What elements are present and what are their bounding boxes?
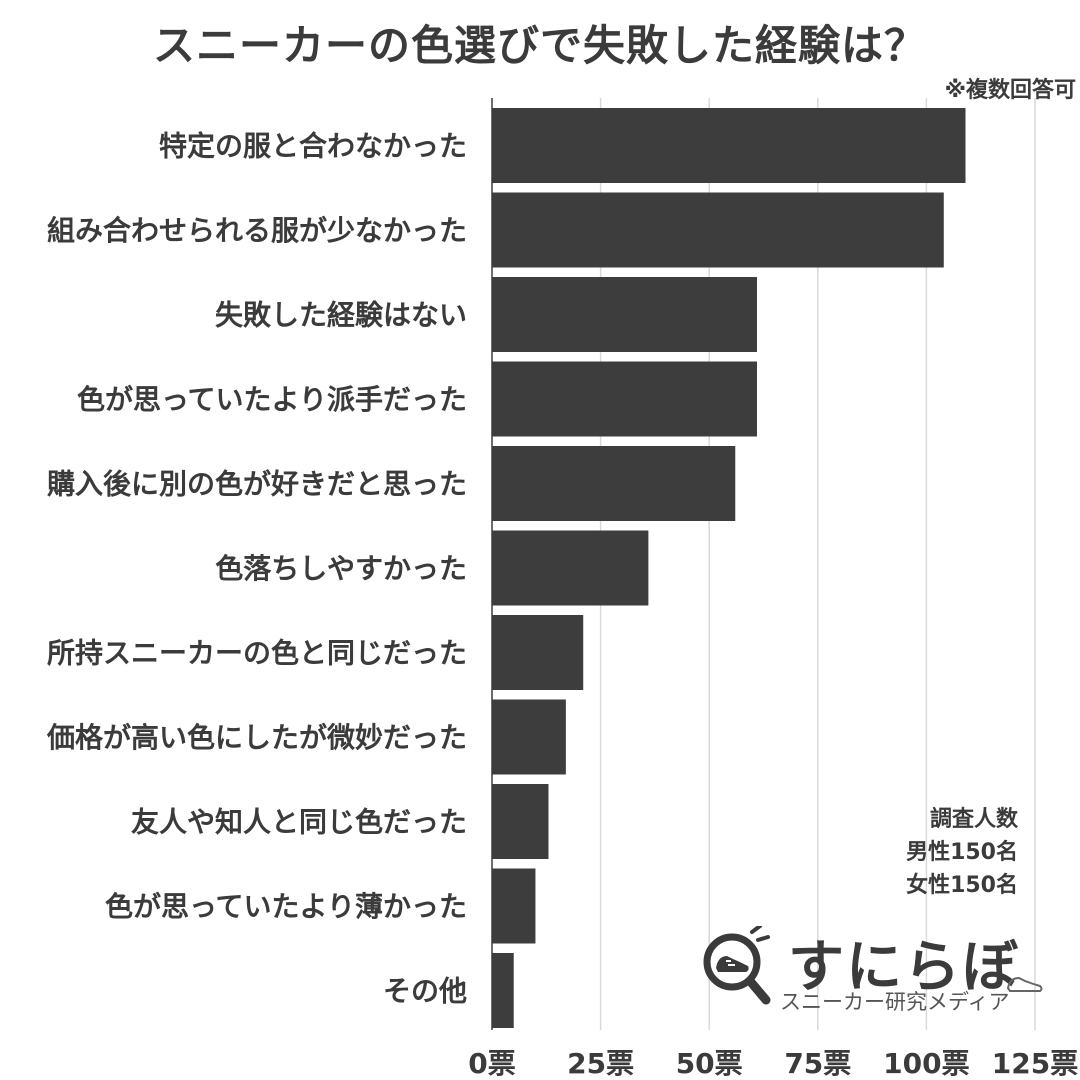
survey-male-count: 男性150名: [906, 840, 1018, 865]
bar-0: [492, 108, 966, 183]
survey-heading: 調査人数: [929, 807, 1018, 832]
x-tick-label-50: 50票: [676, 1047, 743, 1080]
category-label-3: 色が思っていたより派手だった: [77, 383, 467, 416]
bar-6: [492, 615, 584, 690]
bar-8: [492, 784, 549, 859]
category-label-6: 所持スニーカーの色と同じだった: [47, 637, 467, 670]
bar-4: [492, 446, 736, 521]
x-tick-label-25: 25票: [567, 1047, 634, 1080]
survey-info: 調査人数 男性150名 女性150名: [906, 803, 1018, 902]
bar-5: [492, 530, 649, 606]
category-label-0: 特定の服と合わなかった: [159, 130, 467, 163]
magnifier-sneaker-icon: [703, 926, 771, 1005]
x-tick-label-0: 0票: [468, 1047, 515, 1080]
x-tick-label-100: 100票: [883, 1047, 969, 1080]
category-label-9: 色が思っていたより薄かった: [105, 890, 467, 923]
category-label-8: 友人や知人と同じ色だった: [131, 806, 467, 839]
bar-9: [492, 868, 536, 944]
category-label-5: 色落ちしやすかった: [215, 552, 467, 585]
category-label-7: 価格が高い色にしたが微妙だった: [46, 721, 467, 754]
bar-2: [492, 277, 757, 352]
x-tick-label-125: 125票: [992, 1047, 1078, 1080]
brand-name: すにらぼ: [788, 935, 1020, 1000]
category-label-4: 購入後に別の色が好きだと思った: [47, 468, 467, 501]
bar-3: [492, 361, 757, 437]
bar-7: [492, 699, 566, 775]
chart-title: スニーカーの色選びで失敗した経験は？: [152, 21, 927, 70]
bar-1: [492, 192, 944, 268]
bar-10: [492, 953, 514, 1028]
category-label-2: 失敗した経験はない: [215, 299, 467, 332]
x-tick-label-75: 75票: [784, 1047, 851, 1080]
small-sneaker-icon: [1006, 976, 1043, 992]
survey-female-count: 女性150名: [906, 873, 1018, 898]
multiple-answer-note: ※複数回答可: [944, 78, 1076, 103]
brand-logo: すにらぼ スニーカー研究メディア: [700, 920, 1060, 1020]
brand-subtitle: スニーカー研究メディア: [780, 990, 1010, 1014]
category-label-1: 組み合わせられる服が少なかった: [47, 214, 467, 247]
category-label-10: その他: [383, 975, 467, 1008]
